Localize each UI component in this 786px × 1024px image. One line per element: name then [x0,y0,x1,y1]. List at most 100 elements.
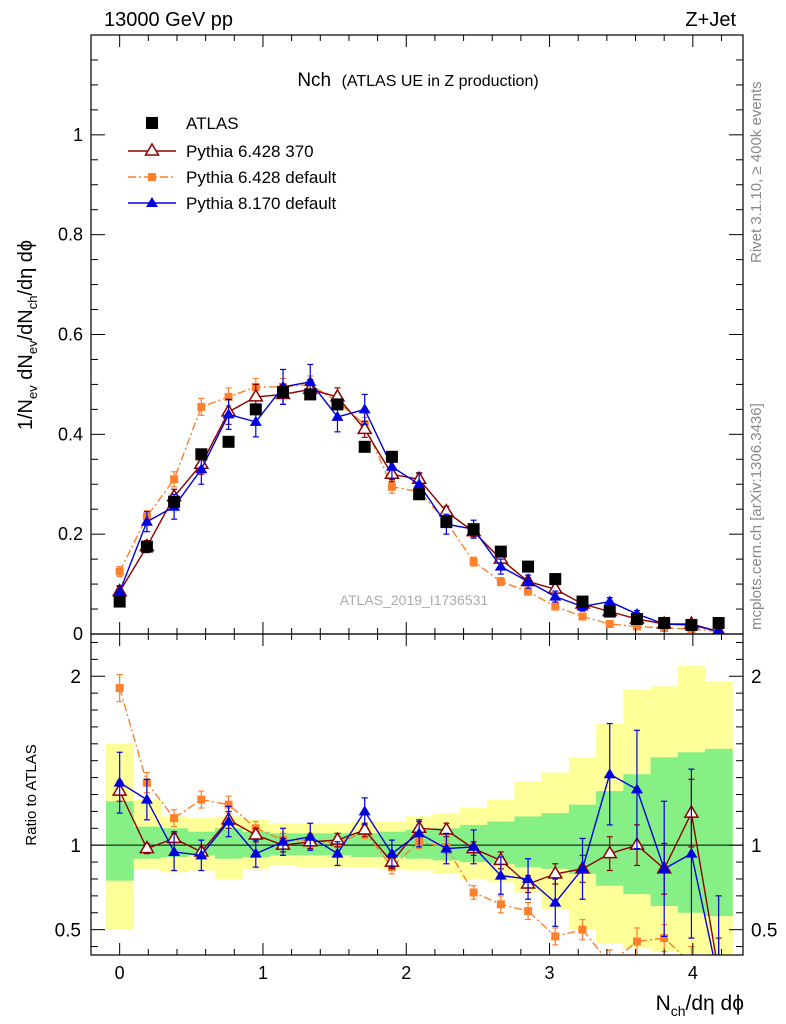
point-pythia8 [140,515,153,526]
point-ratio-pythia8 [440,842,453,853]
y-tick-label: 0.6 [58,325,83,345]
x-axis-label: Nch/dη dϕ [656,992,744,1019]
point-ratio-pythia6-default [551,932,560,941]
point-ratio-pythia8 [168,845,181,856]
point-ratio-pythia6-default [469,888,478,897]
legend-label-pythia8: Pythia 8.170 default [186,194,337,213]
y-tick-label: 0.4 [58,424,83,444]
point-pythia8 [331,410,344,421]
point-atlas [658,617,671,630]
point-ratio-pythia6-default [578,925,587,934]
legend: ATLAS Pythia 6.428 370 Pythia 6.428 defa… [128,114,337,213]
point-ratio-pythia8 [549,896,562,907]
legend-marker-pythia6-370 [144,142,160,156]
point-pythia8 [549,590,562,601]
ratio-y-tick-label-right: 1 [751,836,762,857]
point-pythia6-default [469,557,478,566]
point-pythia6-default [170,475,179,484]
x-tick-label: 0 [115,963,125,983]
legend-label-pythia6-default: Pythia 6.428 default [186,168,337,187]
band-inner-segment [541,813,570,869]
point-atlas [549,573,562,586]
mcplots-label: mcplots.cern.ch [arXiv:1306.3436] [748,403,765,630]
point-atlas [385,450,398,463]
ratio-y-tick-label-right: 2 [751,667,762,688]
point-ratio-pythia6-default [606,959,614,967]
legend-label-atlas: ATLAS [186,114,239,133]
point-pythia6-default [605,620,614,629]
point-atlas [358,440,371,453]
point-ratio-pythia6-370 [356,821,373,835]
point-pythia8 [494,560,507,571]
main-panel: 0 0.2 0.4 0.6 0.8 1 [58,34,744,644]
point-pythia6-default [115,567,124,576]
point-pythia8 [522,575,535,586]
point-atlas [304,388,317,401]
point-atlas [712,617,725,630]
ratio-y-tick-label-left: 2 [70,667,81,688]
point-pythia8 [358,403,371,414]
point-ratio-pythia8 [467,840,480,851]
point-pythia8 [603,595,616,606]
title-sub: (ATLAS UE in Z production) [342,73,539,90]
legend-label-pythia6-370: Pythia 6.428 370 [186,142,314,161]
legend-marker-atlas [146,117,158,129]
ratio-ylabel: Ratio to ATLAS [23,744,40,845]
ratio-panel: 0 1 2 3 4 0.5 0.5 1 1 2 2 [55,633,777,983]
point-ratio-pythia6-370 [139,840,155,854]
point-pythia8 [249,415,262,426]
point-atlas [249,403,262,416]
point-ratio-pythia6-370 [712,965,725,976]
point-ratio-pythia6-default [660,934,669,943]
point-pythia6-370 [356,420,373,435]
series-ratio-pythia8 [113,722,722,955]
plot-title: Nch (ATLAS UE in Z production) [297,70,538,91]
point-ratio-pythia6-default [524,907,533,916]
x-tick-label: 1 [258,963,268,983]
point-pythia6-default [632,622,641,631]
point-pythia8 [385,460,398,471]
point-atlas [576,595,589,608]
point-ratio-pythia6-default [224,800,233,809]
point-ratio-pythia6-370 [247,826,264,840]
point-pythia6-370 [247,388,264,402]
point-ratio-pythia8 [658,862,671,873]
point-ratio-pythia8 [603,768,616,779]
point-ratio-pythia8 [385,847,398,858]
point-atlas [467,523,480,536]
point-ratio-pythia8 [630,783,643,794]
point-atlas [685,619,698,632]
x-tick-label: 3 [545,963,555,983]
point-pythia6-default [496,577,505,586]
y-tick-label: 0 [73,624,83,644]
ratio-y-tick-label-left: 0.5 [55,921,81,942]
x-tick-label: 2 [401,963,411,983]
point-pythia6-default [578,612,587,621]
point-atlas [277,385,290,398]
y-tick-label: 0.8 [58,225,83,245]
point-ratio-pythia8 [140,793,153,804]
point-atlas [603,605,616,618]
legend-marker-pythia8 [146,197,158,207]
point-pythia8 [222,408,235,419]
point-ratio-pythia6-370 [601,845,618,859]
point-atlas [494,545,507,558]
main-ylabel: 1/Nev dNev/dNch/dη dϕ [15,240,40,430]
legend-marker-pythia6-default [148,173,156,181]
point-ratio-pythia8 [576,862,589,873]
band-inner-segment [106,801,134,881]
energy-label: 13000 GeV pp [104,9,233,31]
point-ratio-pythia8 [249,847,262,858]
point-pythia6-default [387,482,396,491]
series-atlas [113,385,725,632]
point-ratio-pythia8 [413,827,426,838]
point-ratio-pythia8 [358,805,371,816]
point-ratio-pythia8 [494,869,507,880]
point-pythia8 [413,478,426,489]
point-ratio-pythia8 [331,847,344,858]
point-ratio-pythia8 [222,815,235,826]
ratio-y-tick-label-left: 1 [70,836,81,857]
point-ratio-pythia8 [195,849,208,860]
ratio-y-tick-label-right: 0.5 [751,921,777,942]
